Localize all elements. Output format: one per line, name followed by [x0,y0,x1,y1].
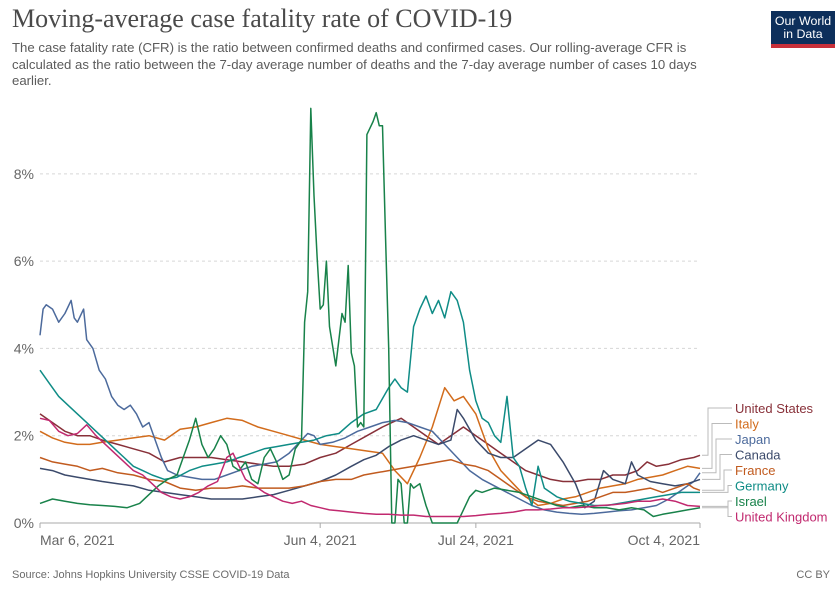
x-tick-label: Jul 24, 2021 [438,532,514,548]
x-tick-label: Oct 4, 2021 [628,532,701,548]
legend-connector [702,454,732,480]
series-line-united-kingdom[interactable] [39,417,701,518]
series-line-united-states[interactable] [39,413,701,483]
legend-label-united-states[interactable]: United States [735,401,814,416]
logo-line-1: Our World [774,14,832,28]
legend-connector [702,500,732,509]
legend-label-germany[interactable]: Germany [735,479,789,494]
legend-connector [702,469,732,491]
legend-connector [702,505,732,517]
legend-label-france[interactable]: France [735,463,775,478]
license-link[interactable]: CC BY [796,569,830,581]
logo-accent-bar [771,44,835,48]
series-line-israel[interactable] [39,107,701,524]
x-axis: Mar 6, 2021 Jun 4, 2021 Jul 24, 2021 Oct 4,… [39,522,701,548]
series-line-japan[interactable] [39,299,701,516]
y-tick-label: 4% [14,340,34,356]
gridlines [40,173,700,437]
legend: United StatesItalyJapanCanadaFranceGerma… [702,401,828,525]
x-tick-label: Mar 6, 2021 [40,532,115,548]
series-line-germany[interactable] [39,290,700,507]
legend-label-japan[interactable]: Japan [735,432,770,447]
chart-title: Moving-average case fatality rate of COV… [12,4,513,33]
y-tick-label: 6% [14,253,34,269]
y-tick-label: 2% [14,428,34,444]
x-tick-label: Jun 4, 2021 [284,532,357,548]
y-tick-label: 0% [14,515,34,531]
owid-logo[interactable]: Our World in Data [771,11,835,48]
source-note: Source: Johns Hopkins University CSSE CO… [12,569,290,581]
legend-connector [702,423,732,469]
legend-label-united-kingdom[interactable]: United Kingdom [735,510,828,525]
legend-connector [702,485,732,493]
series-line-france[interactable] [39,456,701,507]
legend-label-italy[interactable]: Italy [735,417,759,432]
chart-subtitle: The case fatality rate (CFR) is the rati… [12,40,697,88]
y-tick-label: 8% [14,166,34,182]
legend-connector [702,438,732,474]
legend-label-canada[interactable]: Canada [735,448,781,463]
series-lines [39,107,701,524]
logo-line-2: in Data [783,27,823,41]
legend-connector [702,407,732,456]
legend-label-israel[interactable]: Israel [735,494,767,509]
series-line-canada[interactable] [39,408,701,509]
y-axis-ticks: 0% 2% 4% 6% 8% [14,166,34,531]
